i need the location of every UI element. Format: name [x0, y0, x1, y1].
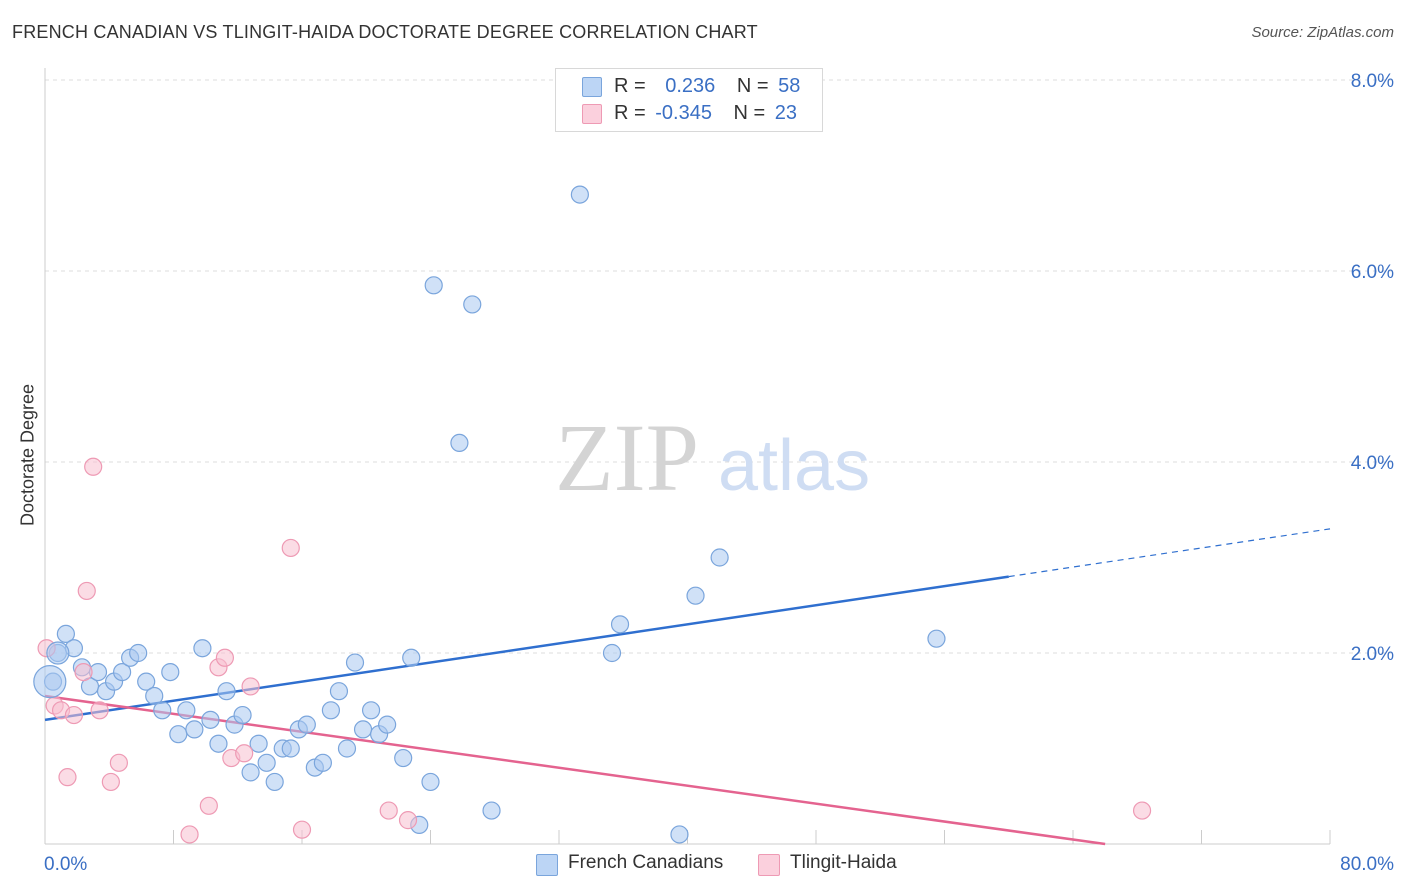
legend-n-label: N = — [733, 102, 766, 124]
bottom-legend-label: Tlingit-Haida — [790, 852, 897, 873]
legend-n-value: 23 — [774, 102, 798, 124]
point-french-canadians — [394, 748, 413, 768]
watermark-atlas: atlas — [718, 426, 870, 506]
grid-lines — [45, 79, 1392, 654]
point-tlingit-haida — [1132, 801, 1152, 820]
point-tlingit-haida — [64, 705, 84, 725]
point-french-canadians — [378, 715, 397, 734]
correlation-legend: R = 0.236 N = 58 R = -0.345 N = 23 — [555, 68, 823, 132]
point-french-canadians — [257, 753, 276, 772]
source-label: Source: ZipAtlas.com — [1251, 24, 1394, 41]
bottom-legend-label: French Canadians — [568, 852, 724, 873]
point-tlingit-haida — [292, 820, 312, 839]
point-french-canadians-large — [33, 665, 67, 699]
point-french-canadians — [313, 753, 332, 772]
x-tick-label: 0.0% — [44, 854, 87, 875]
point-french-canadians — [297, 715, 316, 734]
tick-labels: 2.0% 4.0% 6.0% 8.0% 0.0% 80.0% — [44, 71, 1394, 875]
pink-swatch-icon — [582, 104, 602, 124]
point-french-canadians — [265, 772, 284, 792]
trend-lines — [44, 528, 1331, 846]
point-french-canadians — [129, 643, 148, 663]
axes — [44, 68, 1331, 845]
trend-line-french-canadians-projection — [1008, 528, 1331, 578]
point-tlingit-haida — [379, 801, 398, 820]
point-french-canadians — [402, 648, 421, 667]
chart-title: FRENCH CANADIAN VS TLINGIT-HAIDA DOCTORA… — [12, 22, 758, 42]
point-french-canadians — [337, 739, 357, 758]
point-french-canadians-large — [46, 641, 70, 665]
point-french-canadians — [233, 705, 252, 725]
point-tlingit-haida — [84, 457, 103, 476]
data-points — [33, 185, 1152, 844]
point-tlingit-haida — [235, 744, 254, 763]
y-tick-label: 6.0% — [1351, 262, 1394, 283]
trend-line-french-canadians — [44, 575, 1009, 722]
point-french-canadians — [345, 653, 365, 672]
point-french-canadians — [201, 710, 220, 729]
legend-n-label: N = — [736, 75, 769, 97]
point-french-canadians — [353, 720, 373, 739]
point-french-canadians — [193, 639, 212, 658]
watermark-zip: ZIP — [555, 404, 699, 511]
point-french-canadians — [321, 701, 341, 720]
y-tick-label: 8.0% — [1351, 71, 1394, 92]
point-french-canadians — [153, 701, 172, 720]
point-french-canadians — [56, 624, 75, 644]
point-french-canadians — [670, 825, 689, 844]
point-french-canadians — [281, 739, 300, 758]
point-tlingit-haida — [281, 538, 300, 558]
point-french-canadians — [209, 734, 228, 753]
legend-n-value: 58 — [778, 75, 801, 97]
legend-r-value: 0.236 — [665, 75, 716, 97]
point-tlingit-haida — [199, 796, 218, 815]
point-french-canadians — [217, 682, 236, 701]
point-french-canadians — [482, 801, 501, 820]
point-french-canadians — [177, 701, 196, 720]
y-tick-label: 4.0% — [1351, 453, 1394, 474]
point-tlingit-haida — [101, 772, 120, 792]
point-french-canadians — [161, 662, 180, 682]
point-french-canadians — [686, 586, 705, 605]
point-french-canadians — [710, 548, 729, 567]
point-tlingit-haida — [90, 701, 109, 720]
blue-swatch-icon — [536, 854, 558, 876]
point-tlingit-haida — [77, 581, 96, 601]
point-french-canadians — [361, 701, 381, 720]
legend-r-label: R = — [614, 102, 646, 124]
point-french-canadians — [137, 672, 156, 691]
point-tlingit-haida — [74, 662, 93, 682]
point-french-canadians — [169, 725, 188, 744]
pink-swatch-icon — [758, 854, 780, 876]
point-tlingit-haida — [241, 677, 260, 696]
point-tlingit-haida — [109, 753, 128, 772]
point-french-canadians — [610, 615, 630, 634]
point-french-canadians — [463, 295, 482, 314]
point-french-canadians — [450, 433, 469, 452]
y-tick-label: 2.0% — [1351, 644, 1394, 665]
point-french-canadians — [249, 734, 268, 753]
blue-swatch-icon — [582, 77, 602, 97]
point-tlingit-haida — [58, 768, 77, 787]
point-french-canadians — [927, 629, 946, 648]
trend-line-tlingit-haida — [44, 694, 1106, 846]
point-french-canadians — [329, 682, 349, 701]
point-french-canadians — [424, 276, 443, 295]
legend-r-label: R = — [614, 75, 646, 97]
point-french-canadians — [185, 720, 204, 739]
watermark: ZIP atlas — [555, 404, 870, 511]
point-tlingit-haida — [215, 648, 234, 667]
legend-r-value: -0.345 — [655, 102, 712, 124]
point-french-canadians — [145, 686, 164, 706]
point-french-canadians — [241, 763, 260, 782]
point-french-canadians — [112, 662, 132, 682]
point-tlingit-haida — [398, 811, 418, 830]
x-tick-label: 80.0% — [1340, 854, 1394, 875]
point-french-canadians — [421, 772, 440, 792]
point-tlingit-haida — [180, 825, 199, 844]
y-axis-label: Doctorate Degree — [17, 383, 38, 527]
point-french-canadians — [570, 185, 589, 204]
point-french-canadians — [602, 643, 622, 663]
